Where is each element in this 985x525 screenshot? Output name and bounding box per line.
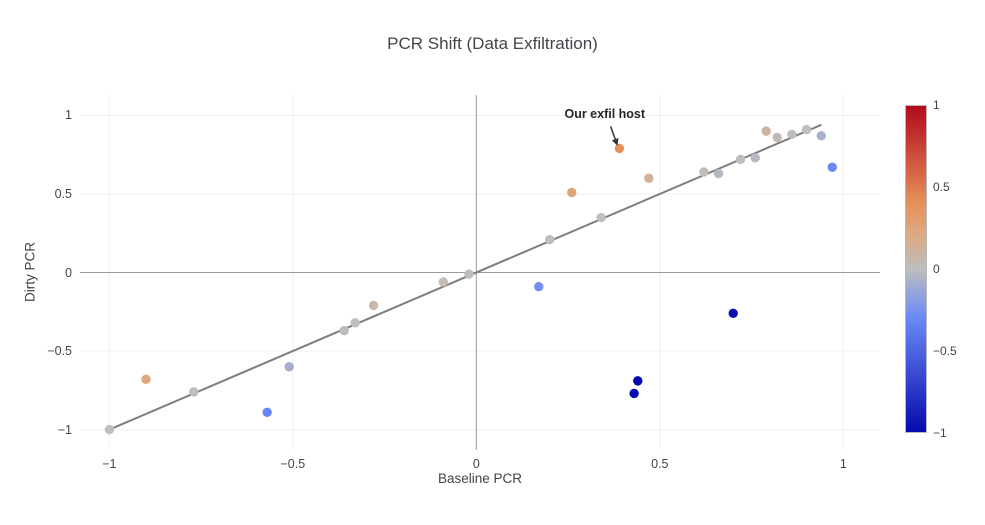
y-tick-label: 0 — [65, 265, 72, 280]
x-axis-label: Baseline PCR — [437, 471, 523, 486]
y-tick-label: 0.5 — [54, 186, 72, 201]
scatter-point[interactable] — [189, 387, 199, 397]
scatter-point[interactable] — [713, 168, 724, 179]
colorbar-tick-label: 0.5 — [933, 180, 950, 194]
scatter-point[interactable] — [104, 424, 115, 435]
scatter-point[interactable] — [735, 154, 746, 165]
scatter-point[interactable] — [761, 126, 771, 136]
scatter-point[interactable] — [614, 143, 625, 154]
colorbar-tick-label: 1 — [933, 98, 940, 112]
scatter-point[interactable] — [368, 300, 379, 311]
colorbar-tick-label: 0 — [933, 262, 940, 276]
scatter-point[interactable] — [699, 167, 709, 177]
chart-title: PCR Shift (Data Exfiltration) — [387, 34, 598, 53]
scatter-point[interactable] — [596, 212, 606, 223]
scatter-point[interactable] — [629, 388, 639, 399]
scatter-point[interactable] — [827, 162, 837, 172]
scatter-point[interactable] — [772, 132, 782, 143]
scatter-point[interactable] — [438, 277, 449, 287]
scatter-point[interactable] — [464, 269, 474, 279]
x-tick-label: 0.5 — [651, 457, 669, 471]
scatter-point[interactable] — [801, 124, 812, 135]
colorbar — [905, 105, 927, 433]
scatter-point[interactable] — [644, 173, 654, 183]
scatter-point[interactable] — [816, 131, 826, 141]
scatter-point[interactable] — [750, 153, 760, 163]
scatter-point[interactable] — [787, 129, 797, 139]
x-tick-label: 0 — [472, 457, 480, 471]
identity-line — [108, 123, 822, 431]
annotation-exfil-host: Our exfil host — [564, 106, 646, 121]
scatter-point[interactable] — [262, 407, 272, 418]
y-tick-label: −0.5 — [47, 344, 72, 359]
scatter-point[interactable] — [284, 362, 294, 372]
x-tick-label: −0.5 — [280, 457, 306, 471]
scatter-point[interactable] — [728, 308, 738, 319]
y-tick-label: −1 — [57, 422, 72, 437]
scatter-point[interactable] — [633, 376, 643, 386]
x-tick-label: 1 — [839, 457, 847, 471]
annotation-arrowhead — [611, 137, 619, 146]
x-tick-label: −1 — [102, 457, 117, 471]
scatter-point[interactable] — [141, 374, 151, 385]
colorbar-tick-label: −1 — [933, 426, 947, 440]
scatter-point[interactable] — [350, 318, 360, 328]
y-tick-label: 1 — [65, 108, 72, 123]
colorbar-tick-label: −0.5 — [933, 344, 957, 358]
scatter-point[interactable] — [339, 325, 349, 336]
scatter-point[interactable] — [545, 234, 555, 245]
scatter-point[interactable] — [567, 187, 577, 198]
scatter-point[interactable] — [534, 281, 544, 292]
